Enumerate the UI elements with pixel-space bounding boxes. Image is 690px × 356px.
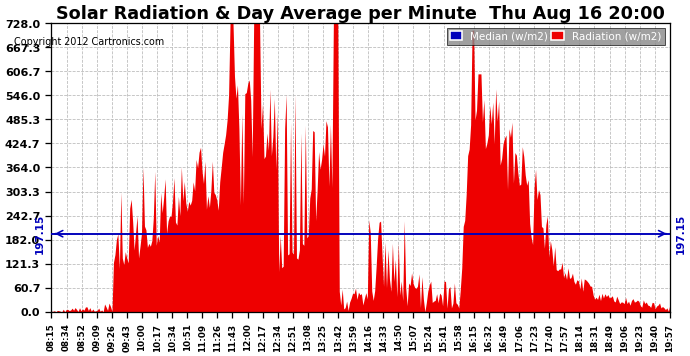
Title: Solar Radiation & Day Average per Minute  Thu Aug 16 20:00: Solar Radiation & Day Average per Minute… [56, 5, 665, 23]
Text: 197.15: 197.15 [676, 214, 686, 254]
Text: Copyright 2012 Cartronics.com: Copyright 2012 Cartronics.com [14, 37, 164, 47]
Legend: Median (w/m2), Radiation (w/m2): Median (w/m2), Radiation (w/m2) [446, 29, 664, 45]
Text: 197.15: 197.15 [35, 214, 46, 254]
